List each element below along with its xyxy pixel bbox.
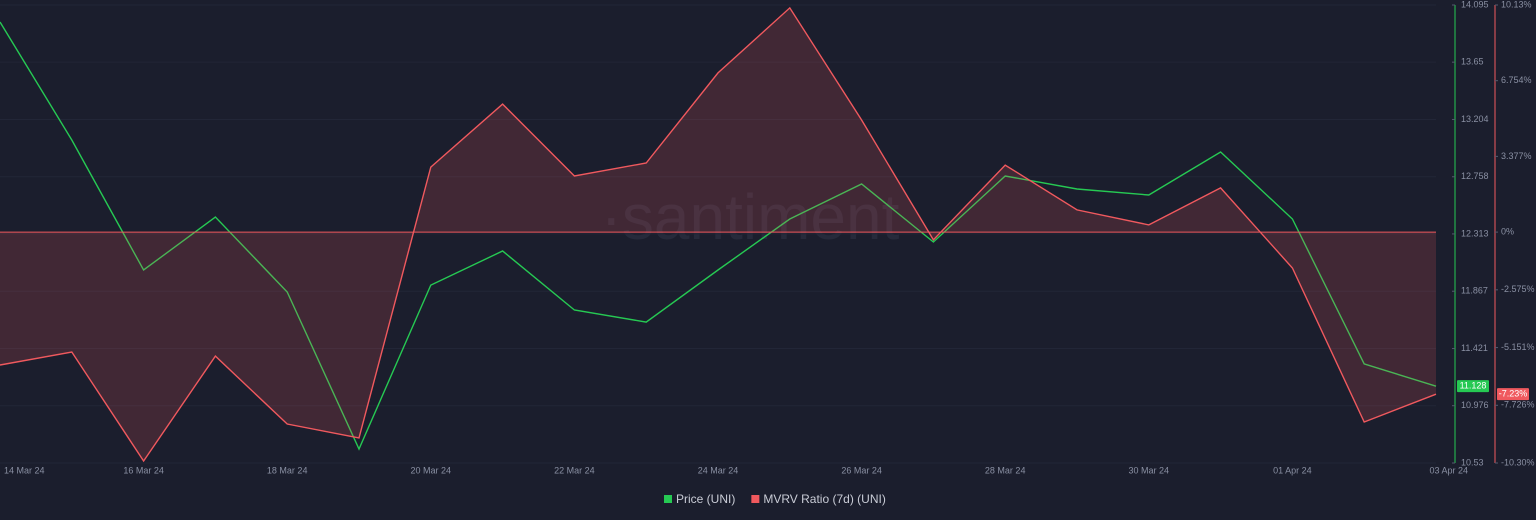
x-tick-label: 18 Mar 24 [267, 465, 308, 475]
y2-tick-label: 3.377% [1501, 151, 1532, 161]
value-label: 11.128 [1460, 381, 1487, 391]
x-tick-label: 14 Mar 24 [4, 465, 45, 475]
x-tick-label: 28 Mar 24 [985, 465, 1026, 475]
x-tick-label: 24 Mar 24 [698, 465, 739, 475]
y-tick-label: 10.53 [1461, 457, 1484, 467]
line [0, 21, 1437, 451]
x-tick-label: 30 Mar 24 [1129, 465, 1170, 475]
y-tick-label: 12.758 [1461, 171, 1489, 181]
value-badge [1457, 380, 1489, 393]
line [0, 6, 1437, 463]
area [0, 7, 1436, 462]
x-tick-label: 03 Apr 24 [1429, 465, 1468, 475]
legend-label: MVRV Ratio (7d) (UNI) [763, 492, 885, 506]
watermark: ·santiment [601, 181, 900, 253]
value-label: -7.23% [1499, 389, 1528, 399]
x-tick-label: 26 Mar 24 [841, 465, 882, 475]
x-tick-label: 20 Mar 24 [411, 465, 452, 475]
y2-tick-label: 6.754% [1501, 75, 1532, 85]
y-tick-label: 13.204 [1461, 114, 1489, 124]
y-tick-label: 12.313 [1461, 228, 1489, 238]
y-tick-label: 11.867 [1461, 286, 1488, 296]
legend-swatch [664, 495, 672, 503]
y2-tick-label: 10.13% [1501, 0, 1532, 9]
y2-tick-label: 0% [1501, 226, 1514, 236]
x-tick-label: 16 Mar 24 [123, 465, 164, 475]
x-tick-label: 01 Apr 24 [1273, 465, 1312, 475]
y2-tick-label: -2.575% [1501, 284, 1535, 294]
y-tick-label: 11.421 [1461, 343, 1488, 353]
y2-tick-label: -10.30% [1501, 457, 1535, 467]
y-tick-label: 13.65 [1461, 57, 1484, 67]
legend: Price (UNI) MVRV Ratio (7d) (UNI) [664, 492, 886, 506]
x-tick-label: 22 Mar 24 [554, 465, 595, 475]
legend-swatch [751, 495, 760, 503]
value-badge [1497, 388, 1529, 401]
y2-tick-label: -5.151% [1501, 342, 1535, 352]
y2-tick-label: -7.726% [1501, 400, 1535, 410]
y-tick-label: 14.095 [1461, 0, 1489, 9]
legend-label: Price (UNI) [676, 492, 735, 506]
y-tick-label: 10.976 [1461, 400, 1489, 410]
